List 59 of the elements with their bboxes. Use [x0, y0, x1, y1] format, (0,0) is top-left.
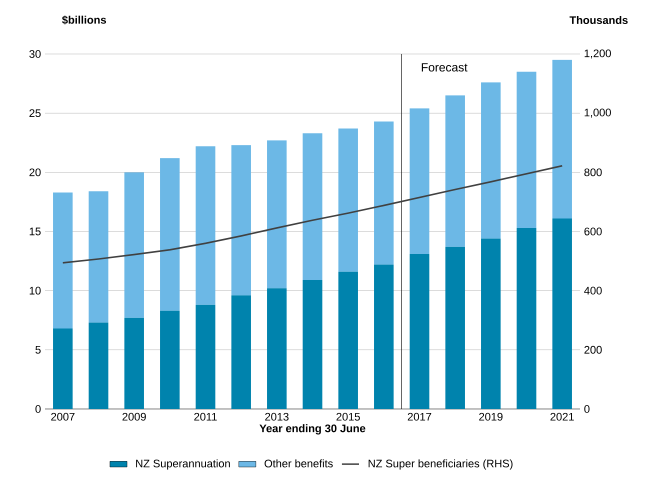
bar — [231, 145, 251, 296]
bar — [338, 272, 358, 409]
bar — [302, 133, 322, 280]
y-tick-label: 10 — [30, 286, 41, 295]
x-tick-label: 2007 — [51, 412, 75, 421]
bar — [338, 128, 358, 272]
legend-label: Other benefits — [264, 459, 333, 468]
bar — [552, 60, 572, 218]
x-tick-label: 2017 — [408, 412, 432, 421]
bar — [88, 191, 108, 323]
x-tick-label: 2011 — [194, 412, 217, 421]
bar — [445, 246, 465, 409]
y2-tick-label: 1,000 — [584, 108, 611, 118]
bar — [231, 295, 251, 409]
y-tick-label: 20 — [29, 168, 41, 176]
y2-tick-label: 200 — [584, 346, 602, 354]
bar — [124, 318, 144, 409]
bar — [302, 280, 322, 409]
bar — [410, 254, 430, 409]
bar — [481, 238, 501, 409]
y2-tick-label: 1,200 — [584, 49, 611, 59]
bar — [267, 288, 287, 409]
bar — [53, 192, 73, 329]
x-tick-label: 2021 — [550, 412, 574, 421]
y-tick-label: 15 — [30, 228, 41, 236]
bar — [53, 328, 73, 409]
y-tick-label: 30 — [29, 50, 41, 58]
y-tick-label: 25 — [29, 109, 41, 118]
legend-label: NZ Superannuation — [136, 459, 230, 470]
x-tick-label: 2013 — [265, 412, 289, 421]
y2-axis-title: Thousands — [570, 16, 628, 24]
bar — [374, 121, 394, 265]
legend-label: NZ Super beneficiaries (RHS) — [368, 459, 513, 470]
y2-tick-label: 400 — [584, 286, 602, 295]
bar — [516, 228, 536, 409]
bar — [552, 218, 572, 409]
y2-tick-label: 0 — [584, 405, 590, 413]
y2-tick-label: 600 — [584, 228, 602, 236]
y-tick-label: 0 — [35, 405, 41, 413]
bar — [481, 82, 501, 239]
bar — [196, 146, 216, 305]
bar — [445, 95, 465, 247]
ref-line-label: Forecast — [422, 63, 468, 72]
x-axis-title: Year ending 30 June — [260, 424, 366, 434]
bar — [267, 140, 287, 288]
x-tick-label: 2009 — [122, 412, 146, 421]
bar — [160, 310, 180, 409]
bar — [196, 304, 216, 409]
y-tick-label: 5 — [35, 346, 41, 354]
y-axis-title: $billions — [62, 16, 106, 24]
x-tick-label: 2019 — [479, 412, 503, 421]
bar — [374, 264, 394, 409]
bar — [516, 72, 536, 228]
x-tick-label: 2015 — [336, 412, 360, 421]
bar — [124, 172, 144, 318]
y2-tick-label: 800 — [584, 168, 602, 176]
bar — [410, 108, 430, 254]
bar — [160, 158, 180, 311]
bar — [88, 322, 108, 409]
